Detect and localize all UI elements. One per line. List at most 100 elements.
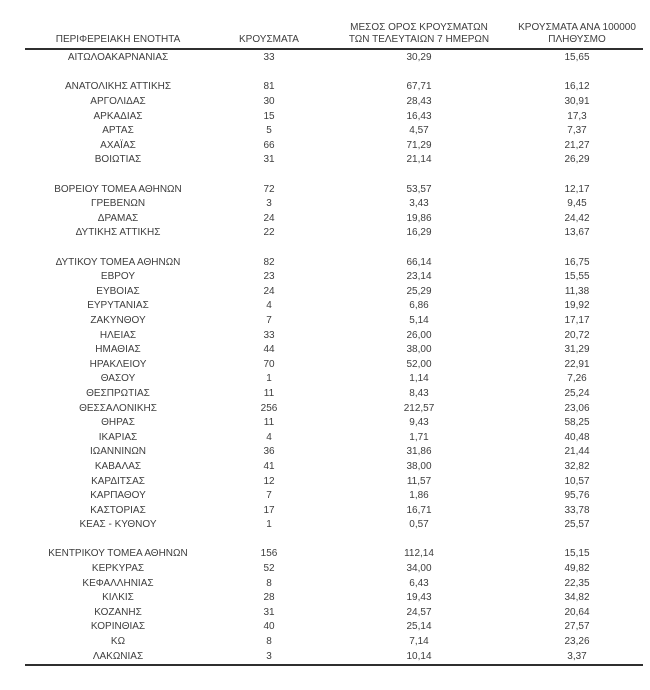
column-header-per100k: ΚΡΟΥΣΜΑΤΑ ΑΝΑ 100000 ΠΛΗΘΥΣΜΟ [511,22,643,45]
cases-cell: 33 [263,52,275,64]
region-cell: ΕΥΡΥΤΑΝΙΑΣ [87,300,149,312]
per100k-cell: 95,76 [564,490,590,502]
per100k-cell: 23,26 [564,636,590,648]
per100k-cell: 16,75 [564,256,590,268]
per100k-cell: 58,25 [564,417,590,429]
avg7-cell: 38,00 [406,344,432,356]
avg7-cell: 25,14 [406,621,432,633]
cases-cell: 41 [263,460,275,472]
cases-cell: 22 [263,227,275,239]
per100k-cell: 40,48 [564,431,590,443]
table-row: ΚΟΡΙΝΘΙΑΣ 40 25,14 27,57 [25,620,643,635]
per100k-cell: 49,82 [564,563,590,575]
table-row: ΙΩΑΝΝΙΝΩΝ 36 31,86 21,44 [25,445,643,460]
per100k-cell: 7,26 [567,373,587,385]
avg7-cell: 212,57 [403,402,435,414]
per100k-cell: 3,37 [567,650,587,662]
table-row: ΗΡΑΚΛΕΙΟΥ 70 52,00 22,91 [25,357,643,372]
per100k-cell: 15,65 [564,52,590,64]
avg7-cell: 4,57 [409,125,429,137]
cases-cell: 4 [266,431,272,443]
per100k-cell: 22,35 [564,577,590,589]
table-row: ΑΝΑΤΟΛΙΚΗΣ ΑΤΤΙΚΗΣ 81 67,71 16,12 [25,80,643,95]
table-row: ΗΜΑΘΙΑΣ 44 38,00 31,29 [25,343,643,358]
region-cell: ΕΥΒΟΙΑΣ [96,285,140,297]
per100k-cell: 31,29 [564,344,590,356]
cases-cell: 1 [266,519,272,531]
table-row: ΖΑΚΥΝΘΟΥ 7 5,14 17,17 [25,314,643,329]
avg7-cell: 6,86 [409,300,429,312]
region-cell: ΘΕΣΠΡΩΤΙΑΣ [86,387,150,399]
cases-cell: 44 [263,344,275,356]
row-group: ΒΟΡΕΙΟΥ ΤΟΜΕΑ ΑΘΗΝΩΝ 72 53,57 12,17 ΓΡΕΒΕΝΩΝ… [25,182,643,240]
avg7-cell: 6,43 [409,577,429,589]
table-row: ΘΗΡΑΣ 11 9,43 58,25 [25,416,643,431]
cases-cell: 33 [263,329,275,341]
cases-cell: 72 [263,183,275,195]
avg7-cell: 34,00 [406,563,432,575]
region-cell: ΚΕΝΤΡΙΚΟΥ ΤΟΜΕΑ ΑΘΗΝΩΝ [48,548,188,560]
cases-cell: 12 [263,475,275,487]
table-row: ΕΒΡΟΥ 23 23,14 15,55 [25,270,643,285]
region-cell: ΚΟΡΙΝΘΙΑΣ [90,621,146,633]
cases-cell: 8 [266,636,272,648]
per100k-cell: 25,57 [564,519,590,531]
per100k-cell: 21,27 [564,139,590,151]
region-cell: ΚΕΡΚΥΡΑΣ [91,563,145,575]
region-cell: ΔΥΤΙΚΗΣ ΑΤΤΙΚΗΣ [75,227,161,239]
table-row: ΚΑΡΔΙΤΣΑΣ 12 11,57 10,57 [25,474,643,489]
row-group: ΚΕΝΤΡΙΚΟΥ ΤΟΜΕΑ ΑΘΗΝΩΝ 156 112,14 15,15 ΚΕΡΚ… [25,547,643,664]
avg7-cell: 66,14 [406,256,432,268]
avg7-cell: 71,29 [406,139,432,151]
cases-cell: 23 [263,271,275,283]
cases-cell: 31 [263,154,275,166]
region-cell: ΑΡΤΑΣ [102,125,134,137]
column-header-region: ΠΕΡΙΦΕΡΕΙΑΚΗ ΕΝΟΤΗΤΑ [25,34,211,46]
per100k-cell: 20,72 [564,329,590,341]
cases-cell: 11 [263,417,275,429]
avg7-cell: 24,57 [406,606,432,618]
region-cell: ΑΧΑΪΑΣ [100,139,136,151]
cases-cell: 11 [263,387,275,399]
region-cell: ΚΕΦΑΛΛΗΝΙΑΣ [82,577,154,589]
per100k-cell: 7,37 [567,125,587,137]
region-cell: ΘΗΡΑΣ [101,417,135,429]
avg7-cell: 11,57 [406,475,432,487]
per100k-cell: 33,78 [564,504,590,516]
avg7-cell: 31,86 [406,446,432,458]
cases-cell: 30 [263,96,275,108]
region-cell: ΗΡΑΚΛΕΙΟΥ [89,358,147,370]
per100k-cell: 11,38 [564,285,590,297]
cases-cell: 52 [263,563,275,575]
cases-cell: 7 [266,490,272,502]
table-row: ΑΙΤΩΛΟΑΚΑΡΝΑΝΙΑΣ 33 30,29 15,65 [25,51,643,66]
table-body: ΑΙΤΩΛΟΑΚΑΡΝΑΝΙΑΣ 33 30,29 15,65 ΑΝΑΤΟΛΙΚΗΣ Α… [25,50,643,666]
table-row: ΔΥΤΙΚΗΣ ΑΤΤΙΚΗΣ 22 16,29 13,67 [25,226,643,241]
column-header-line: ΚΡΟΥΣΜΑΤΑ [239,33,299,45]
per100k-cell: 17,3 [567,110,587,122]
table-row: ΘΕΣΣΑΛΟΝΙΚΗΣ 256 212,57 23,06 [25,401,643,416]
table-row: ΚΕΑΣ - ΚΥΘΝΟΥ 1 0,57 25,57 [25,518,643,533]
table-row: ΚΩ 8 7,14 23,26 [25,635,643,650]
region-cell: ΕΒΡΟΥ [100,271,136,283]
table-row: ΚΑΣΤΟΡΙΑΣ 17 16,71 33,78 [25,503,643,518]
per100k-cell: 26,29 [564,154,590,166]
region-cell: ΚΕΑΣ - ΚΥΘΝΟΥ [79,519,157,531]
avg7-cell: 16,29 [406,227,432,239]
avg7-cell: 16,71 [406,504,432,516]
per100k-cell: 10,57 [564,475,590,487]
column-header-line: ΤΩΝ ΤΕΛΕΥΤΑΙΩΝ 7 ΗΜΕΡΩΝ [348,33,490,45]
region-cell: ΛΑΚΩΝΙΑΣ [92,650,144,662]
cases-cell: 28 [263,592,275,604]
table-row: ΒΟΡΕΙΟΥ ΤΟΜΕΑ ΑΘΗΝΩΝ 72 53,57 12,17 [25,182,643,197]
avg7-cell: 53,57 [406,183,432,195]
table-row: ΗΛΕΙΑΣ 33 26,00 20,72 [25,328,643,343]
cases-cell: 36 [263,446,275,458]
column-header-line: ΠΕΡΙΦΕΡΕΙΑΚΗ ΕΝΟΤΗΤΑ [55,33,181,45]
row-group: ΑΝΑΤΟΛΙΚΗΣ ΑΤΤΙΚΗΣ 81 67,71 16,12 ΑΡΓΟΛΙΔΑΣ 3… [25,80,643,168]
avg7-cell: 10,14 [406,650,432,662]
region-cell: ΑΡΚΑΔΙΑΣ [93,110,143,122]
avg7-cell: 19,43 [406,592,432,604]
per100k-cell: 17,17 [564,314,590,326]
